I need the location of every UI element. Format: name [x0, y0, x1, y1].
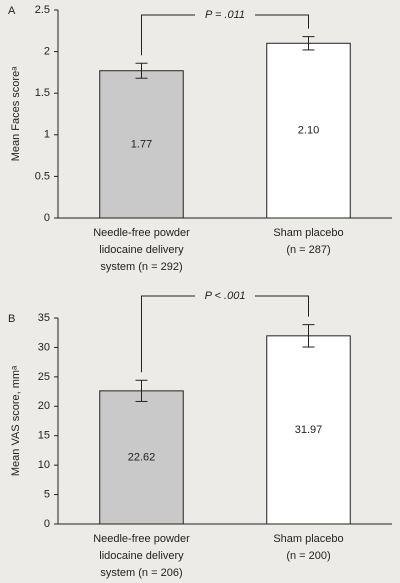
x-tick-label: (n = 287) — [286, 244, 330, 256]
y-tick-label: 25 — [38, 371, 50, 383]
x-tick-label: lidocaine delivery — [99, 244, 184, 256]
error-bar — [135, 62, 148, 79]
value-label: 2.10 — [298, 125, 319, 137]
error-bar — [302, 324, 315, 348]
annotation-bg — [195, 8, 255, 22]
y-tick-label: 2.5 — [35, 4, 50, 16]
y-tick-label: 35 — [38, 312, 50, 324]
y-tick-label: 0.5 — [35, 170, 50, 182]
y-tick-label: 30 — [38, 341, 50, 353]
x-tick-label: Needle-free powder — [93, 533, 190, 545]
x-tick-label: Sham placebo — [273, 533, 343, 545]
error-bar — [302, 36, 315, 51]
x-tick-label: Sham placebo — [273, 227, 343, 239]
y-tick-label: 15 — [38, 430, 50, 442]
x-tick-label: Needle-free powder — [93, 227, 190, 239]
error-bar — [135, 379, 148, 402]
y-tick-label: 0 — [44, 518, 50, 530]
x-tick-label: (n = 200) — [286, 550, 330, 562]
panel-label: B — [8, 313, 15, 325]
y-axis-label: Mean VAS score, mmᵃ — [10, 365, 22, 476]
y-tick-label: 0 — [44, 212, 50, 224]
y-tick-label: 10 — [38, 459, 50, 471]
annotation: P < .001 — [205, 290, 246, 302]
bar — [99, 390, 184, 525]
x-tick-label: system (n = 206) — [100, 567, 182, 579]
value-label: 31.97 — [295, 424, 323, 436]
annotation: P = .011 — [205, 9, 245, 21]
y-tick-label: 1 — [44, 129, 50, 141]
panel-label: A — [8, 5, 16, 17]
value-label: 22.62 — [128, 451, 156, 463]
bar — [266, 335, 351, 525]
bar — [99, 70, 184, 219]
y-tick-label: 1.5 — [35, 87, 50, 99]
annotation-bg — [195, 289, 255, 303]
y-tick-label: 20 — [38, 400, 50, 412]
y-tick-label: 2 — [44, 46, 50, 58]
y-tick-label: 5 — [44, 488, 50, 500]
x-tick-label: system (n = 292) — [100, 261, 182, 273]
y-axis-label: Mean Faces scoreᵃ — [10, 66, 22, 161]
bar — [266, 42, 351, 219]
value-label: 1.77 — [131, 138, 152, 150]
x-tick-label: lidocaine delivery — [99, 550, 184, 562]
